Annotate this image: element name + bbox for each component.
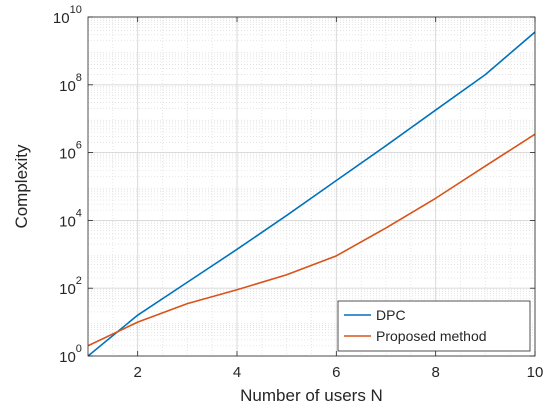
x-tick-label: 2 xyxy=(133,364,141,381)
legend-box xyxy=(337,300,531,352)
y-tick-label-base: 10 xyxy=(53,10,70,27)
y-tick-label-exponent: 8 xyxy=(76,72,82,84)
x-tick-label: 6 xyxy=(332,364,340,381)
x-tick-label: 8 xyxy=(431,364,439,381)
axes-box xyxy=(87,16,536,357)
y-tick-label-base: 10 xyxy=(59,146,76,163)
y-tick-label-base: 10 xyxy=(59,281,76,298)
x-tick-label: 4 xyxy=(233,364,241,381)
legend: DPC Proposed method xyxy=(337,300,531,352)
y-tick-label-exponent: 2 xyxy=(76,275,82,287)
legend-label-0: DPC xyxy=(376,307,406,323)
y-tick-label-exponent: 6 xyxy=(76,140,82,152)
x-tick-label: 10 xyxy=(527,364,544,381)
y-tick-label-base: 10 xyxy=(59,349,76,366)
y-tick-label-exponent: 4 xyxy=(76,207,82,219)
series-lines xyxy=(88,31,535,356)
legend-label-1: Proposed method xyxy=(376,328,487,344)
y-tick-label: 610 xyxy=(59,140,82,163)
y-tick-label-exponent: 10 xyxy=(70,4,82,16)
y-tick-label-base: 10 xyxy=(59,78,76,95)
y-tick-label: 210 xyxy=(59,275,82,298)
y-tick-label-base: 10 xyxy=(59,213,76,230)
series-line-0 xyxy=(88,31,535,356)
y-axis-label: Complexity xyxy=(12,144,31,229)
y-tick-label: 010 xyxy=(59,343,82,366)
y-tick-label: 410 xyxy=(59,207,82,230)
y-tick-label-exponent: 0 xyxy=(76,343,82,355)
series-line-1 xyxy=(88,133,535,347)
x-axis-label: Number of users N xyxy=(240,386,383,405)
y-tick-label: 810 xyxy=(59,72,82,95)
